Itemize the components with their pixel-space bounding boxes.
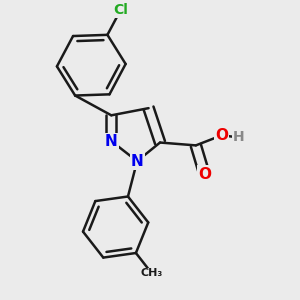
Text: Cl: Cl xyxy=(113,2,128,16)
Text: H: H xyxy=(233,130,244,144)
Text: CH₃: CH₃ xyxy=(141,268,163,278)
Text: N: N xyxy=(131,154,143,169)
Text: N: N xyxy=(105,134,118,148)
Text: O: O xyxy=(198,167,211,182)
Text: O: O xyxy=(215,128,228,143)
